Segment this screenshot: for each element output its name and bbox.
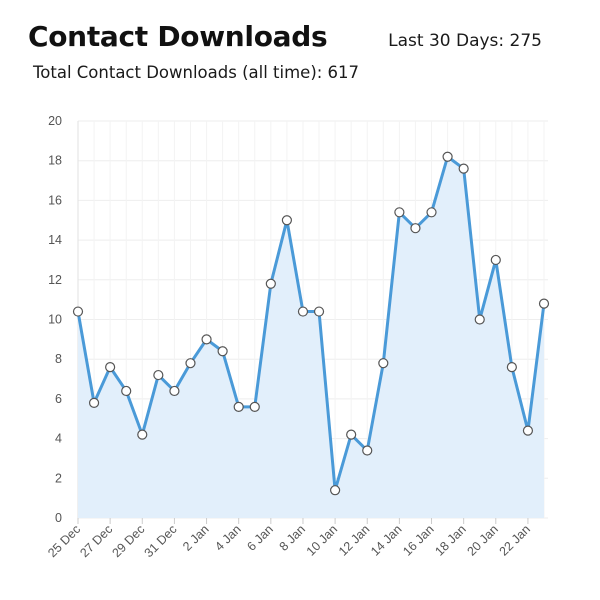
data-point: [378, 358, 389, 369]
y-tick-label: 6: [55, 392, 62, 406]
x-tick-label: 27 Dec: [77, 522, 115, 560]
y-tick-label: 16: [48, 193, 62, 207]
series-area: [78, 156, 544, 519]
area-fill-layer: [78, 156, 544, 519]
data-point: [538, 298, 550, 309]
data-point: [297, 306, 309, 317]
y-tick-label: 18: [48, 154, 62, 168]
x-tick-label: 25 Dec: [45, 522, 83, 560]
data-point: [169, 385, 180, 397]
data-point: [233, 401, 244, 412]
x-tick-label: 20 Jan: [464, 522, 500, 558]
data-points-layer: [72, 151, 550, 496]
data-point: [313, 306, 325, 317]
x-tick-label: 10 Jan: [304, 522, 340, 558]
chart-title: Contact Downloads: [28, 20, 328, 53]
x-tick-label: 16 Jan: [400, 522, 436, 558]
last-30-days-count: Last 30 Days: 275: [388, 31, 542, 51]
data-point: [153, 369, 164, 381]
x-tick-label: 6 Jan: [244, 522, 276, 554]
x-tick-label: 29 Dec: [109, 522, 147, 560]
series-line-layer: [76, 155, 546, 492]
data-point: [458, 163, 469, 174]
x-tick-label: 31 Dec: [142, 522, 180, 560]
x-tick-label: 2 Jan: [180, 522, 212, 554]
data-point: [217, 346, 228, 357]
y-tick-label: 14: [48, 233, 62, 247]
y-tick-label: 12: [48, 273, 62, 287]
data-point: [249, 401, 260, 412]
x-tick-label: 12 Jan: [336, 522, 372, 558]
x-tick-label: 22 Jan: [497, 522, 533, 558]
data-point: [330, 485, 341, 496]
data-point: [72, 306, 84, 317]
data-point: [201, 334, 212, 345]
data-point: [105, 362, 116, 373]
data-point: [426, 207, 437, 218]
y-tick-label: 8: [55, 352, 62, 366]
data-point: [394, 207, 405, 218]
data-point: [410, 223, 421, 234]
data-point: [137, 429, 148, 440]
y-tick-label: 20: [48, 114, 62, 128]
y-tick-label: 4: [55, 432, 62, 446]
y-tick-label: 0: [55, 511, 62, 525]
data-point: [362, 445, 373, 456]
data-point: [88, 397, 100, 408]
data-point: [121, 385, 132, 397]
y-tick-label: 2: [55, 471, 62, 485]
y-axis: 0 2 4 6 8 10 12 14 16 18 20: [48, 114, 62, 525]
y-tick-label: 10: [48, 313, 62, 327]
data-point: [346, 429, 357, 440]
data-point: [265, 278, 276, 289]
data-point: [442, 151, 453, 162]
x-tick-label: 14 Jan: [368, 522, 404, 558]
data-point: [522, 425, 534, 436]
data-point: [474, 314, 485, 325]
data-point: [506, 362, 517, 373]
data-point: [490, 254, 501, 266]
series-line: [76, 155, 546, 492]
data-point: [185, 358, 196, 369]
x-tick-label: 4 Jan: [212, 522, 244, 554]
total-downloads-count: Total Contact Downloads (all time): 617: [33, 63, 360, 82]
x-tick-label: 18 Jan: [432, 522, 468, 558]
data-point: [281, 215, 292, 226]
